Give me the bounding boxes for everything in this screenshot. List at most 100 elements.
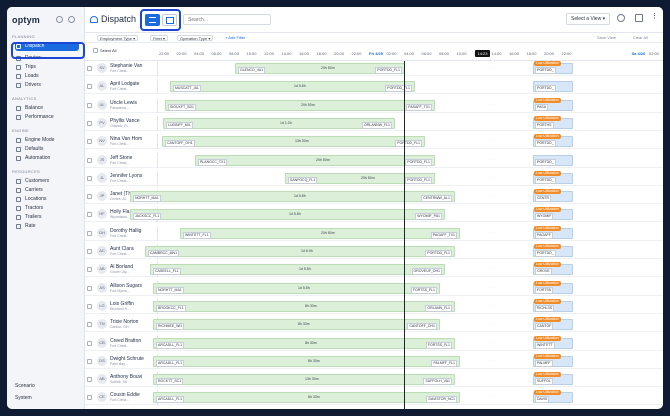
sidebar-item-balance[interactable]: Balance — [15, 104, 79, 113]
sidebar-item-carriers[interactable]: Carriers — [15, 186, 79, 195]
row-checkbox[interactable] — [87, 249, 92, 254]
driver-row[interactable]: DH Dorothy Hallig Fort Chest... WINTETT_FL1… — [85, 225, 663, 241]
trip-bar[interactable]: SANFOCQ_FL1 20h 50m PORTDD_FL1 — [285, 172, 435, 184]
clear-all-button[interactable]: Clear All — [633, 35, 648, 40]
trip-bar[interactable]: NORHTT_MA1 1d 5.8h CENTRWW_AL1 — [130, 191, 455, 203]
sidebar-item-engine-mode[interactable]: Engine Mode — [15, 136, 79, 145]
driver-row[interactable]: HF Holly Flax Wyomissin... JACKSCC_FL1 1d 5.… — [85, 207, 663, 223]
trip-bar[interactable]: ARCADLL_FL1 8h 33m DAVISTOR_NC1 — [153, 392, 460, 404]
driver-name[interactable]: Creed Bratton — [110, 337, 142, 344]
row-checkbox[interactable] — [87, 175, 92, 181]
driver-name[interactable]: Jennifer Lyons — [110, 172, 143, 179]
sidebar-item-drivers[interactable]: Drivers — [15, 81, 79, 90]
row-checkbox[interactable] — [87, 322, 92, 328]
trip-bar[interactable]: BROOKCC_FL1 8h 33m ORLANN_FL1 — [153, 300, 455, 312]
row-checkbox[interactable] — [87, 212, 92, 218]
next-trip-bar[interactable]: CENTR Low Utilization — [533, 189, 573, 203]
save-view-button[interactable]: Save View — [597, 35, 616, 40]
driver-name[interactable]: Nina Van Hom — [110, 136, 143, 143]
driver-name[interactable]: Cousin Eddie — [110, 392, 140, 399]
next-trip-bar[interactable]: PAGAFF Low Utilization — [533, 225, 573, 239]
trip-bar[interactable]: RICHMEE_WI1 8h 33m CANTOFF_OH1 — [153, 319, 440, 331]
row-checkbox[interactable] — [87, 340, 92, 346]
sidebar-item-defaults[interactable]: Defaults — [15, 145, 79, 154]
trip-bar[interactable]: CANTOFF_OH1 13h 30m PORTDD_FL1 — [162, 136, 425, 148]
filter-operation-type[interactable]: Operation Type ▾ — [177, 35, 214, 41]
driver-name[interactable]: Lois Griffin — [110, 300, 134, 307]
sidebar-item-tractors[interactable]: Tractors — [15, 204, 79, 213]
driver-row[interactable]: AB Al Borland Grove City... CASEELL_FL1 1d 5… — [85, 262, 663, 278]
driver-row[interactable]: SV Stephanie Van Fort Chest... GLENCO_VA1 20… — [85, 61, 663, 76]
footer-scenario[interactable]: Scenario — [15, 383, 35, 389]
next-trip-bar[interactable]: PORTDD_ Low Utilization — [533, 170, 573, 184]
row-checkbox[interactable] — [87, 285, 92, 291]
row-checkbox[interactable] — [87, 139, 92, 145]
driver-name[interactable]: April Lodgate — [110, 81, 140, 88]
row-checkbox[interactable] — [87, 230, 92, 236]
row-checkbox[interactable] — [87, 358, 92, 364]
row-checkbox[interactable] — [87, 66, 92, 71]
driver-row[interactable]: NV Nina Van Hom Fort Chest... CANTOFF_OH1 13… — [85, 134, 663, 150]
add-filter-button[interactable]: + Add Filter — [225, 35, 246, 40]
trip-bar[interactable]: PLANOCC_TX1 20h 50m PORTDD_FL1 — [195, 154, 435, 166]
next-trip-bar[interactable]: PALMFF Low Utilization — [533, 353, 573, 367]
driver-name[interactable]: Holly Flax — [110, 209, 132, 216]
row-checkbox[interactable] — [87, 267, 92, 273]
list-view-button[interactable] — [145, 14, 160, 26]
grid-view-button[interactable] — [162, 14, 177, 26]
trip-bar[interactable]: WINTETT_FL1 20h 50m PAGAFF_TX1 — [180, 227, 460, 239]
sidebar-item-locations[interactable]: Locations — [15, 195, 79, 204]
driver-row[interactable]: AS Allison Sugars Fort Myers... NORHTT_MA1 1… — [85, 280, 663, 296]
next-trip-bar[interactable]: WINTETT Low Utilization — [533, 335, 573, 349]
next-trip-bar[interactable]: PORTDD_ Low Utilization — [533, 244, 573, 257]
next-trip-bar[interactable]: SUFFOL Low Utilization — [533, 372, 573, 386]
trip-bar[interactable]: SIOUXFT_SD1 20h 50m PASAFF_TX1 — [165, 99, 435, 111]
row-checkbox[interactable] — [87, 120, 92, 126]
row-checkbox[interactable] — [87, 84, 92, 90]
row-checkbox[interactable] — [87, 377, 92, 383]
trip-bar[interactable]: ARCADLL_FL1 8h 33m FORTSS_FL1 — [153, 337, 455, 349]
select-all-checkbox[interactable] — [93, 48, 98, 54]
next-trip-bar[interactable]: DAVIS Low Utilization — [533, 390, 573, 404]
driver-row[interactable]: CB Creed Bratton Fort Chest... ARCADLL_FL1 8… — [85, 335, 663, 351]
sidebar-item-automation[interactable]: Automation — [15, 154, 79, 163]
sidebar-item-loads[interactable]: Loads — [15, 72, 79, 81]
driver-name[interactable]: Uncle Lewis — [110, 99, 137, 106]
driver-row[interactable]: AL April Lodgate Fort Chest... MUSCATT_IA1 1… — [85, 79, 663, 95]
next-trip-bar[interactable]: PASA Low Utilization — [533, 97, 573, 111]
search-input[interactable] — [183, 14, 271, 25]
driver-name[interactable]: Janet (The Go — [110, 191, 142, 198]
next-trip-bar[interactable]: CANTOF Low Utilization — [533, 317, 573, 331]
view-toggle[interactable] — [140, 9, 181, 31]
next-trip-bar[interactable]: FORTSS Low Utilization — [533, 280, 573, 294]
driver-row[interactable]: UL Uncle Lewis Pasadena,... SIOUXFT_SD1 20h … — [85, 97, 663, 113]
driver-name[interactable]: Allison Sugars — [110, 282, 142, 289]
row-checkbox[interactable] — [87, 194, 92, 200]
next-trip-bar[interactable]: GROVE Low Utilization — [533, 262, 573, 276]
footer-system[interactable]: System — [15, 395, 32, 401]
driver-name[interactable]: Stephanie Van — [110, 63, 143, 69]
driver-row[interactable]: JP Janet (The Go Centra, AL NORHTT_MA1 1d 5.… — [85, 189, 663, 205]
sidebar-item-customers[interactable]: Customers — [15, 177, 79, 186]
next-trip-bar[interactable]: WYOMIF Low Utilization — [533, 207, 573, 221]
refresh-icon[interactable] — [617, 14, 625, 22]
driver-row[interactable]: JS Jeff Stone Fort Chest... PLANOCC_TX1 20h … — [85, 152, 663, 168]
driver-row[interactable]: DS Dwight Schrute Palm Bay,... ARCADLL_FL1 8… — [85, 353, 663, 369]
row-checkbox[interactable] — [87, 395, 92, 401]
filter-employment-type[interactable]: Employment Type ▾ — [97, 35, 139, 41]
row-checkbox[interactable] — [87, 303, 92, 309]
trip-bar[interactable]: MUSCATT_IA1 1d 5.8h PORTDD_FL1 — [170, 81, 415, 93]
select-all[interactable]: Select All — [93, 48, 116, 54]
trip-bar[interactable]: ROCKTT_SC1 13h 30m SUFFOLH_VA1 — [153, 374, 455, 386]
more-icon[interactable]: ⋮ — [651, 13, 658, 20]
driver-name[interactable]: Anthony Bouvi — [110, 374, 143, 381]
driver-name[interactable]: Jeff Stone — [110, 154, 133, 161]
trip-bar[interactable]: GLENCO_VA1 20h 50m PORTDD_FL1 — [235, 63, 405, 74]
driver-row[interactable]: JL Jennifer Lyons Fort Chest... SANFOCQ_FL1… — [85, 170, 663, 186]
row-checkbox[interactable] — [87, 102, 92, 108]
driver-row[interactable]: AB Anthony Bouvi Suffolk, VA ROCKTT_SC1 13h … — [85, 372, 663, 388]
driver-row[interactable]: LG Lois Griffin Richland H... BROOKCC_FL1 8h… — [85, 298, 663, 314]
sidebar-item-trips[interactable]: Trips — [15, 63, 79, 72]
next-trip-bar[interactable]: PORTDD_ Low Utilization — [533, 134, 573, 148]
next-trip-bar[interactable]: RICHLSS Low Utilization — [533, 298, 573, 312]
